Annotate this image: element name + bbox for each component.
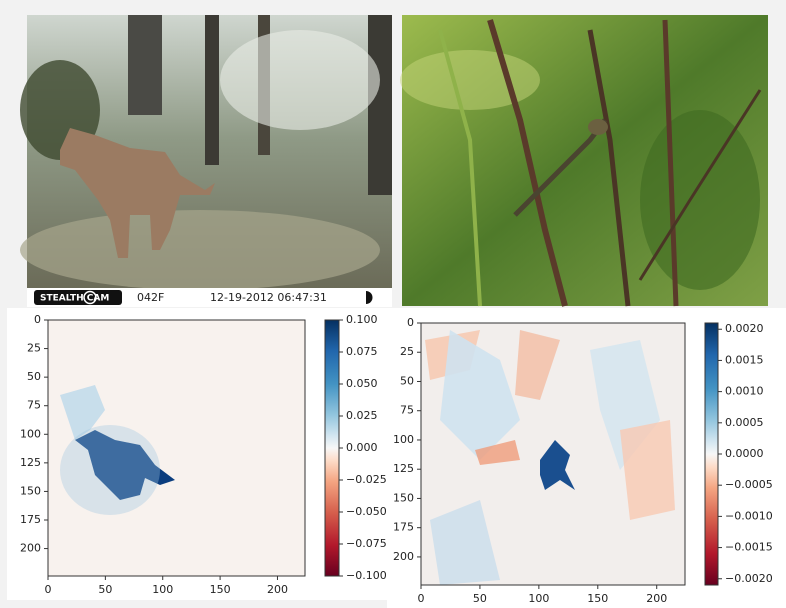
x-tick-label: 150: [210, 583, 231, 596]
colorbar-tick-label: −0.050: [346, 505, 387, 518]
x-tick-label: 200: [646, 592, 667, 605]
colorbar-tick-label: −0.0020: [725, 572, 773, 585]
y-tick-label: 125: [20, 456, 41, 469]
colorbar-tick-label: −0.025: [346, 473, 387, 486]
x-tick-label: 150: [587, 592, 608, 605]
y-tick-label: 0: [34, 313, 41, 326]
y-tick-label: 25: [27, 342, 41, 355]
y-tick-label: 175: [20, 513, 41, 526]
x-tick-label: 100: [528, 592, 549, 605]
colorbar-tick-label: 0.075: [346, 345, 378, 358]
y-tick-label: 100: [393, 433, 414, 446]
x-tick-label: 50: [98, 583, 112, 596]
cam-brand: STEALTH CAM: [40, 294, 109, 304]
colorbar-tick-label: −0.075: [346, 537, 387, 550]
colorbar-tick-label: −0.0005: [725, 478, 773, 491]
x-tick-label: 0: [418, 592, 425, 605]
axes-frame: [47, 319, 306, 577]
photo-cougar: STEALTH CAM 042F 12-19-2012 06:47:31: [20, 15, 392, 307]
y-tick-label: 150: [393, 491, 414, 504]
y-tick-label: 75: [400, 404, 414, 417]
y-tick-label: 25: [400, 345, 414, 358]
axes-frame: [420, 322, 686, 586]
y-tick-label: 200: [20, 542, 41, 555]
y-tick-label: 200: [393, 550, 414, 563]
colorbar-tick-label: 0.0005: [725, 416, 764, 429]
colorbar: [324, 319, 340, 577]
y-tick-label: 75: [27, 399, 41, 412]
x-tick-label: 0: [45, 583, 52, 596]
cam-code: 042F: [137, 291, 164, 304]
heatmap-image-left: [48, 320, 305, 576]
heatmap-image-right: [421, 323, 685, 585]
x-tick-label: 50: [473, 592, 487, 605]
photo-dragonfly: [400, 15, 768, 307]
colorbar-tick-label: 0.0000: [725, 447, 764, 460]
y-tick-label: 0: [407, 316, 414, 329]
colorbar-tick-label: 0.050: [346, 377, 378, 390]
colorbar-tick-label: −0.0015: [725, 541, 773, 554]
y-tick-label: 50: [400, 374, 414, 387]
colorbar-tick-label: 0.100: [346, 313, 378, 326]
x-tick-label: 200: [267, 583, 288, 596]
cam-timestamp: 12-19-2012 06:47:31: [210, 291, 327, 304]
colorbar-tick-label: 0.025: [346, 409, 378, 422]
y-tick-label: 150: [20, 484, 41, 497]
colorbar: [704, 322, 719, 586]
colorbar-tick-label: 0.000: [346, 441, 378, 454]
colorbar-tick-label: 0.0010: [725, 385, 764, 398]
colorbar-tick-label: −0.100: [346, 569, 387, 582]
y-tick-label: 100: [20, 427, 41, 440]
y-tick-label: 175: [393, 521, 414, 534]
x-tick-label: 100: [152, 583, 173, 596]
colorbar-tick-label: −0.0010: [725, 509, 773, 522]
colorbar-tick-label: 0.0020: [725, 322, 764, 335]
y-tick-label: 125: [393, 462, 414, 475]
y-tick-label: 50: [27, 370, 41, 383]
colorbar-tick-label: 0.0015: [725, 353, 764, 366]
